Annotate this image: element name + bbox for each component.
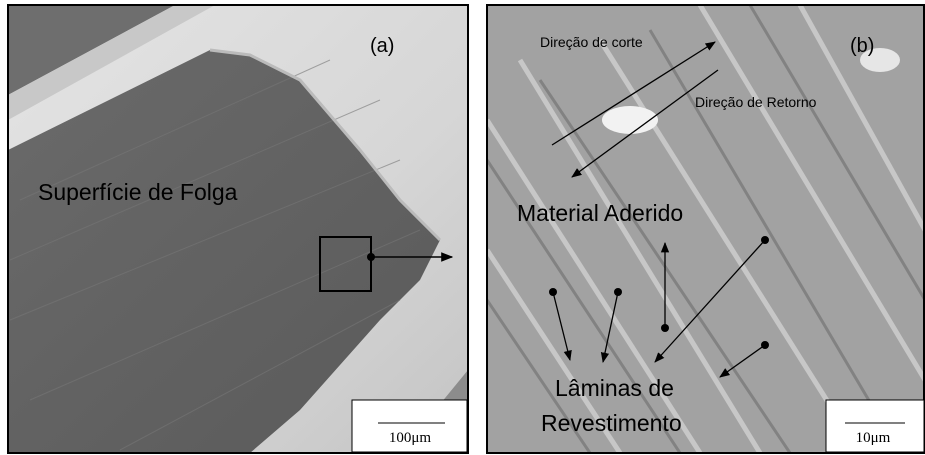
- panel-label: (b): [850, 35, 874, 57]
- annotation: Revestimento: [541, 410, 682, 436]
- annotation: Material Aderido: [517, 200, 683, 226]
- panel-label: (a): [370, 35, 394, 57]
- annotation: Lâminas de: [555, 375, 674, 401]
- page: (a) Superfície de Folga 100μm (b) Direçã…: [0, 0, 925, 455]
- annotation: Direção de Retorno: [695, 94, 817, 110]
- scale-bar-label: 100μm: [389, 430, 432, 446]
- micrograph-a: [8, 5, 468, 453]
- scale-bar-label: 10μm: [856, 430, 891, 446]
- annotation: Superfície de Folga: [38, 179, 238, 205]
- annotation: Direção de corte: [540, 34, 643, 50]
- micrograph-b: [487, 5, 925, 453]
- figure: (a) Superfície de Folga 100μm (b) Direçã…: [0, 0, 925, 455]
